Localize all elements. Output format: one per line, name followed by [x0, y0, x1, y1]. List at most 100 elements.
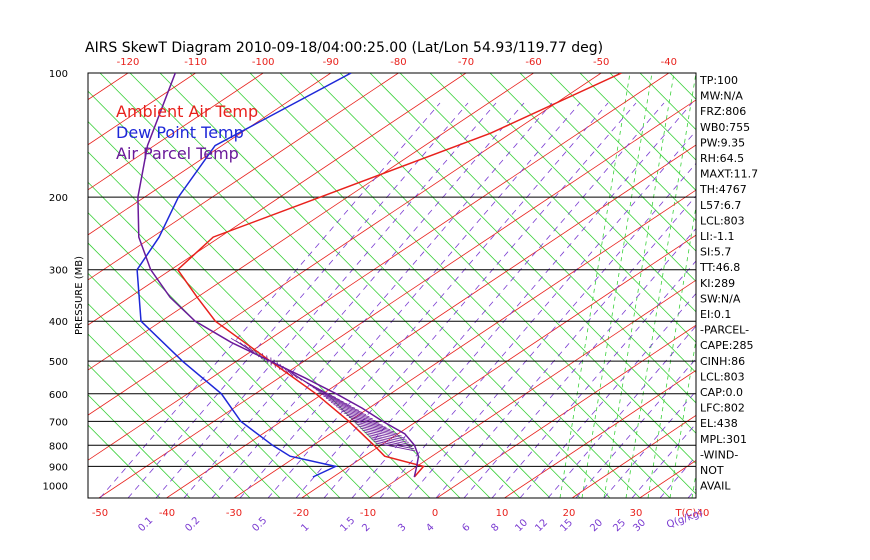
dry-adiabat-line — [850, 73, 870, 498]
mixing-ratio-line — [183, 102, 525, 498]
dry-adiabat-line — [399, 73, 696, 374]
mixing-ratio-line — [211, 102, 553, 498]
moist-adiabat-line — [603, 73, 675, 498]
top-temperature-tick-label: -50 — [593, 57, 609, 68]
mixing-ratio-line — [519, 292, 696, 498]
pressure-tick-label: 800 — [49, 441, 68, 452]
stat-line: CINH:86 — [700, 355, 745, 368]
cape-hatch-line — [357, 425, 398, 435]
cape-hatch-line — [346, 414, 380, 424]
cape-hatch-line — [338, 408, 370, 418]
bottom-temperature-tick-labels: -50 -40 -30 -20 -10 0 10 20 30 40T(C) — [92, 508, 710, 519]
moist-adiabat-line — [581, 73, 653, 498]
stat-line: SW:N/A — [700, 292, 741, 305]
cape-hatch-line — [348, 416, 383, 426]
top-temperature-tick-label: -100 — [252, 57, 275, 68]
cape-hatch-line — [333, 404, 363, 413]
bottom-temperature-tick-label: 0 — [432, 508, 438, 519]
isotherm-line — [98, 99, 696, 498]
mixing-ratio-line — [463, 227, 696, 498]
dry-adiabat-line — [339, 73, 696, 434]
isotherm-line — [88, 73, 467, 326]
legend: Ambient Air Temp Dew Point Temp Air Parc… — [116, 102, 258, 163]
isotherm-line — [571, 414, 696, 498]
pressure-tick-label: 200 — [49, 193, 68, 204]
chart-title: AIRS SkewT Diagram 2010-09-18/04:00:25.0… — [85, 40, 603, 56]
mixing-ratio-line — [295, 102, 637, 498]
dry-adiabat-line — [88, 394, 191, 498]
bottom-temperature-tick-label: 20 — [563, 508, 576, 519]
isotherm-line — [88, 73, 196, 146]
cape-shading — [230, 337, 416, 452]
isotherm-line — [88, 73, 399, 281]
mixing-ratio-label: 3 — [396, 522, 408, 534]
pressure-tick-label: 300 — [49, 266, 68, 277]
top-temperature-tick-labels: -120 -110 -100 -90 -80 -70 -60 -50 -40 — [117, 57, 677, 68]
legend-air-parcel-temp: Air Parcel Temp — [116, 144, 239, 163]
dew-point-temp-line — [136, 73, 352, 478]
cape-hatch-line — [351, 419, 387, 428]
moist-adiabat-line — [559, 73, 631, 498]
bottom-temperature-tick-label: -20 — [293, 508, 309, 519]
mixing-ratio-label: 1.5 — [338, 515, 357, 534]
bottom-temperature-tick-label: 30 — [630, 508, 643, 519]
dry-adiabat-line — [88, 121, 461, 498]
cape-hatch-line — [373, 440, 415, 450]
dry-adiabat-line — [730, 73, 870, 498]
dry-adiabat-line — [249, 73, 671, 498]
mixing-ratio-label: 0.2 — [183, 515, 202, 534]
cape-hatch-line — [355, 423, 395, 433]
isotherm-line — [504, 369, 696, 498]
dry-adiabat-line — [88, 363, 221, 498]
bottom-temperature-tick-label: 10 — [496, 508, 509, 519]
mixing-ratio-label: 0.5 — [250, 515, 269, 534]
pressure-tick-label: 600 — [49, 390, 68, 401]
stat-line: -WIND- — [700, 448, 738, 461]
cape-hatch-line — [341, 410, 373, 420]
bottom-temperature-tick-label: 40 — [697, 508, 710, 519]
dry-adiabat-line — [549, 73, 696, 222]
stats-panel: TP:100 MW:N/A FRZ:806 WB0:755 PW:9.35 RH:64.5… — [699, 74, 758, 493]
stat-line: SI:5.7 — [700, 246, 731, 259]
cape-hatch-line — [368, 436, 411, 445]
stat-line: CAP:0.0 — [700, 386, 743, 399]
dry-adiabat-line — [88, 333, 251, 498]
isobars — [88, 196, 696, 467]
dry-adiabat-line — [129, 73, 551, 498]
mixing-ratio-label: 8 — [489, 522, 501, 534]
mixing-ratio-label: 0.1 — [136, 515, 155, 534]
legend-ambient-air-temp: Ambient Air Temp — [116, 102, 258, 121]
bottom-temperature-tick-label: -50 — [92, 508, 108, 519]
dry-adiabat-line — [88, 303, 281, 498]
isotherm-line — [88, 73, 332, 236]
dry-adiabat-line — [489, 73, 696, 283]
isotherm-line — [436, 324, 696, 498]
bottom-temperature-tick-label: -30 — [226, 508, 242, 519]
pressure-tick-label: 900 — [49, 462, 68, 473]
pressure-tick-label: 1000 — [43, 481, 68, 492]
pressure-tick-label: 400 — [49, 317, 68, 328]
dry-adiabats — [88, 73, 870, 498]
isotherm-line — [0, 73, 60, 498]
dry-adiabat-line — [279, 73, 696, 495]
stat-line: LFC:802 — [700, 402, 745, 415]
pressure-tick-label: 500 — [49, 357, 68, 368]
isotherm-line — [301, 234, 696, 498]
cape-hatch-line — [336, 406, 367, 416]
mixing-ratio-line — [267, 102, 609, 498]
cape-hatch-line — [318, 391, 340, 401]
stat-line: TT:46.8 — [699, 261, 740, 274]
dry-adiabat-line — [790, 73, 870, 498]
dry-adiabat-line — [459, 73, 696, 313]
top-temperature-tick-label: -110 — [184, 57, 207, 68]
air-parcel-temp-line — [137, 73, 420, 478]
stat-line: LCL:803 — [700, 370, 745, 383]
cape-hatch-line — [364, 431, 408, 441]
dry-adiabat-line — [189, 73, 611, 498]
cape-hatch-line — [328, 399, 356, 409]
dry-adiabat-line — [159, 73, 581, 498]
stat-line: EI:0.1 — [700, 308, 731, 321]
bottom-temperature-tick-label: -40 — [159, 508, 175, 519]
dry-adiabat-line — [88, 424, 161, 498]
